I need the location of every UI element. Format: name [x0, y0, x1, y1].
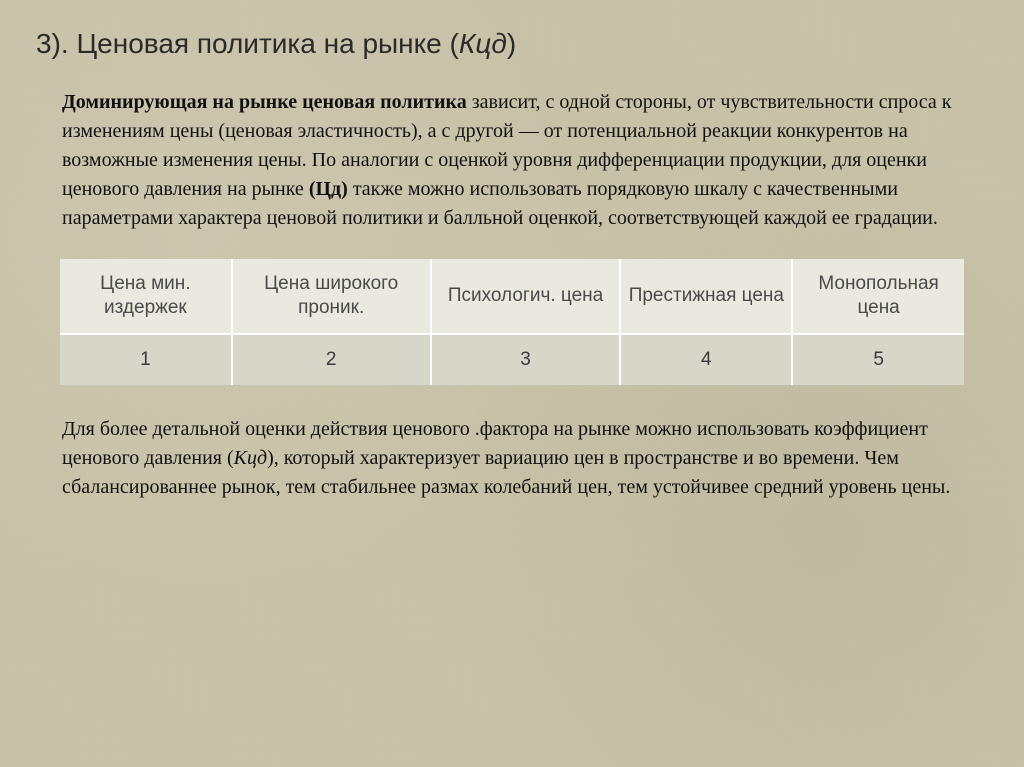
- title-suffix: ): [507, 28, 516, 59]
- value-cell: 5: [792, 334, 964, 385]
- para1-bold-cd: (Цд): [309, 178, 348, 200]
- slide-title: 3). Ценовая политика на рынке (Кцд): [36, 28, 988, 60]
- header-row: Цена мин. издержек Цена широкого проник.…: [60, 259, 964, 334]
- value-cell: 2: [232, 334, 431, 385]
- header-cell: Престижная цена: [620, 259, 792, 334]
- paragraph-2: Для более детальной оценки действия цено…: [36, 415, 988, 502]
- value-cell: 3: [431, 334, 621, 385]
- header-cell: Психологич. цена: [431, 259, 621, 334]
- title-prefix: 3). Ценовая политика на рынке (: [36, 28, 459, 59]
- header-cell: Цена широкого проник.: [232, 259, 431, 334]
- value-cell: 1: [60, 334, 232, 385]
- header-cell: Цена мин. издержек: [60, 259, 232, 334]
- para2-italic-k: Кцд: [234, 447, 267, 469]
- header-cell: Монопольная цена: [792, 259, 964, 334]
- value-row: 1 2 3 4 5: [60, 334, 964, 385]
- price-scale-table: Цена мин. издержек Цена широкого проник.…: [60, 259, 964, 385]
- title-italic-var: Кцд: [459, 28, 507, 59]
- value-cell: 4: [620, 334, 792, 385]
- para1-bold-lead: Доминирующая на рынке ценовая политика: [62, 91, 467, 113]
- scale-table: Цена мин. издержек Цена широкого проник.…: [60, 259, 964, 385]
- paragraph-1: Доминирующая на рынке ценовая политика з…: [36, 88, 988, 233]
